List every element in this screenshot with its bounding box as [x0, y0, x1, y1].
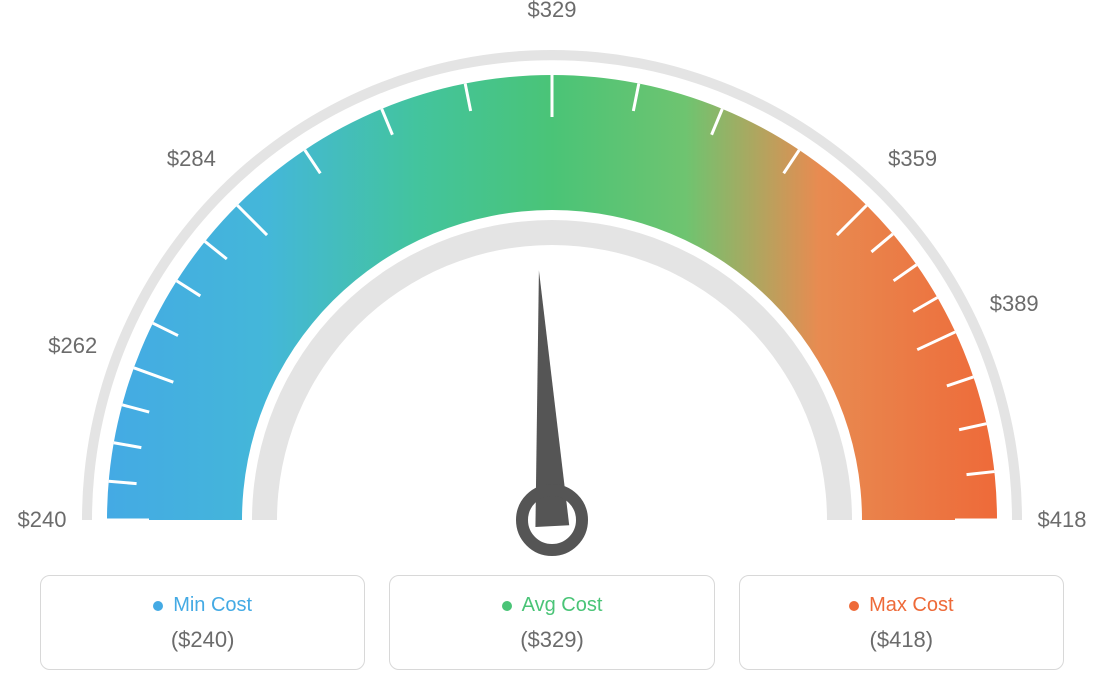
gauge-tick-label: $262	[48, 333, 97, 359]
gauge-tick-label: $284	[167, 146, 216, 172]
gauge-tick-label: $418	[1038, 507, 1087, 533]
min-cost-value: ($240)	[51, 627, 354, 653]
avg-cost-value: ($329)	[400, 627, 703, 653]
max-cost-label: Max Cost	[869, 594, 953, 617]
avg-cost-label: Avg Cost	[522, 594, 603, 617]
dot-icon	[849, 601, 859, 611]
gauge-tick-label: $359	[888, 146, 937, 172]
min-cost-card: Min Cost ($240)	[40, 575, 365, 670]
avg-cost-card: Avg Cost ($329)	[389, 575, 714, 670]
avg-cost-title: Avg Cost	[502, 594, 603, 617]
gauge-tick-label: $389	[990, 291, 1039, 317]
max-cost-title: Max Cost	[849, 594, 953, 617]
gauge-tick-label: $240	[18, 507, 67, 533]
dot-icon	[153, 601, 163, 611]
dot-icon	[502, 601, 512, 611]
gauge-svg	[0, 0, 1104, 560]
max-cost-value: ($418)	[750, 627, 1053, 653]
gauge-tick-label: $329	[528, 0, 577, 23]
max-cost-card: Max Cost ($418)	[739, 575, 1064, 670]
min-cost-title: Min Cost	[153, 594, 252, 617]
legend-cards: Min Cost ($240) Avg Cost ($329) Max Cost…	[40, 575, 1064, 670]
min-cost-label: Min Cost	[173, 594, 252, 617]
gauge-chart: $240 $262 $284 $329 $359 $389 $418	[0, 0, 1104, 560]
